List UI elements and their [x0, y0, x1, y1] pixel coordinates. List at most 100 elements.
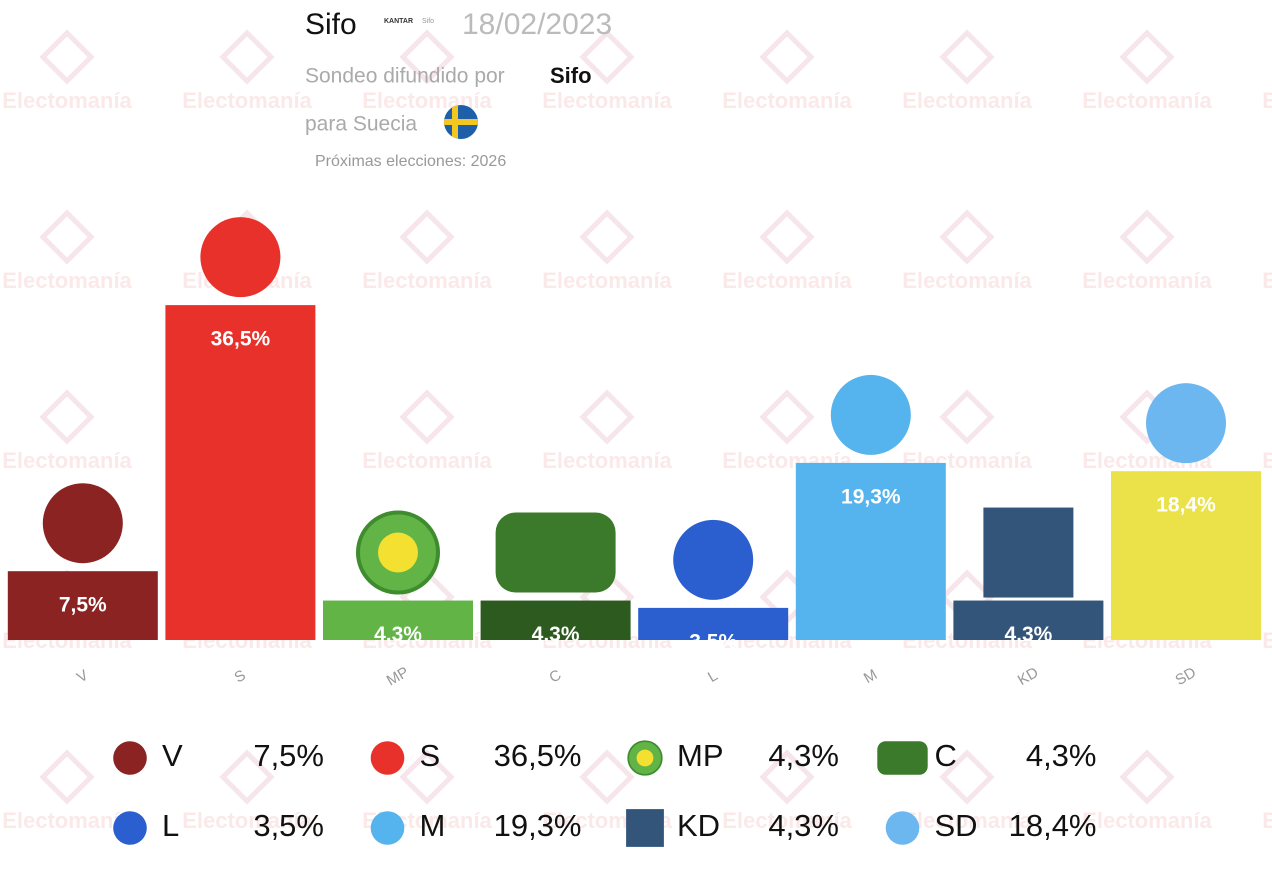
spread-by: Sifo [550, 63, 592, 88]
watermark-icon [939, 749, 995, 805]
watermark: Electomanía [182, 88, 312, 113]
legend-value: 19,3% [494, 808, 582, 843]
party-logo-detail [495, 512, 616, 593]
watermark: Electomanía [1082, 88, 1212, 113]
date: 18/02/2023 [462, 8, 612, 41]
watermark-icon [1119, 749, 1175, 805]
x-tick-label: SD [1172, 664, 1199, 689]
party-logo [113, 741, 147, 775]
watermark-icon [579, 29, 635, 85]
party-logo [200, 217, 281, 298]
legend-label: S [420, 738, 441, 773]
legend-value: 4,3% [768, 808, 839, 843]
legend-label: KD [677, 808, 720, 843]
party-logo [673, 519, 754, 600]
watermark-icon [759, 749, 815, 805]
x-tick-label: MP [384, 664, 412, 690]
x-tick-label: S [232, 667, 249, 687]
bar-value-label: 18,4% [1156, 494, 1216, 517]
watermark: Electomanía [1262, 628, 1272, 653]
bar-value-label: 4,3% [374, 623, 422, 646]
watermark-icon [219, 29, 275, 85]
bar [638, 607, 789, 640]
bar [795, 462, 946, 640]
party-logo [113, 811, 147, 845]
watermark: Electomanía [722, 268, 852, 293]
watermark: Electomanía [1262, 268, 1272, 293]
watermark: Electomanía [542, 88, 672, 113]
watermark-icon [579, 389, 635, 445]
watermark-icon [1119, 29, 1175, 85]
watermark: Electomanía [902, 808, 1032, 833]
party-logo [370, 741, 405, 775]
watermark: Electomanía [2, 88, 132, 113]
watermark: Electomanía [902, 88, 1032, 113]
bar [480, 600, 631, 640]
bar-value-label: 4,3% [532, 623, 580, 646]
watermark: Electomanía [2, 808, 132, 833]
party-logo [830, 374, 911, 455]
bar [165, 305, 316, 640]
bar-value-label: 4,3% [1004, 623, 1052, 646]
watermark: Electomanía [362, 448, 492, 473]
plot: V 7,5% S 36,5% MP 4,3% C 4,3% L 3,5% M 19,3% KD 4,3% S… [7, 217, 1261, 690]
legend-label: MP [677, 738, 724, 773]
party-logo [1146, 383, 1226, 464]
legend-label: SD [935, 808, 978, 843]
x-tick-label: C [546, 666, 564, 686]
bar [953, 600, 1104, 640]
watermark: Electomanía [542, 268, 672, 293]
watermark-icon [399, 29, 455, 85]
party-logo [42, 483, 123, 564]
watermark-icon [939, 389, 995, 445]
watermark-icon [39, 749, 95, 805]
watermark-icon [39, 29, 95, 85]
watermark: Electomanía [1262, 448, 1272, 473]
watermark-icon [759, 209, 815, 265]
legend: V 7,5% S 36,5% MP 4,3% C 4,3% L 3,5% M 19,3% KD 4,3% S… [113, 738, 1097, 847]
watermark-icon [39, 389, 95, 445]
x-tick-label: V [74, 667, 91, 687]
watermark: Electomanía [902, 268, 1032, 293]
watermark: Electomanía [2, 268, 132, 293]
party-logo-detail [626, 809, 664, 847]
watermark-icon [39, 209, 95, 265]
party-logo-detail [877, 741, 928, 775]
watermark: Electomanía [1262, 88, 1272, 113]
party-logo-detail [378, 532, 418, 573]
watermark-icon [759, 29, 815, 85]
spread-by-label: Sondeo difundido por [305, 65, 505, 88]
watermark-icon [399, 209, 455, 265]
watermark: Electomanía [542, 448, 672, 473]
bar [323, 600, 473, 640]
party-logo [885, 811, 920, 845]
watermark-icon [399, 389, 455, 445]
bar-value-label: 7,5% [59, 594, 107, 617]
party-logo-detail [636, 749, 654, 767]
watermark: Electomanía [1082, 268, 1212, 293]
watermark-icon [579, 209, 635, 265]
watermark-icon [939, 209, 995, 265]
legend-value: 18,4% [1009, 808, 1097, 843]
x-tick-label: KD [1015, 664, 1042, 689]
watermark-icon [1119, 209, 1175, 265]
legend-value: 4,3% [1026, 738, 1097, 773]
legend-value: 3,5% [253, 808, 324, 843]
x-tick-label: M [861, 666, 880, 687]
watermark-icon [579, 749, 635, 805]
legend-label: M [420, 808, 446, 843]
watermark: Electomanía [1262, 808, 1272, 833]
watermark: Electomanía [722, 808, 852, 833]
legend-value: 7,5% [253, 738, 324, 773]
logo-name: Sifo [422, 18, 434, 25]
flag [444, 105, 478, 139]
watermark: Electomanía [722, 88, 852, 113]
watermark-icon [939, 29, 995, 85]
legend-label: V [162, 738, 183, 773]
party-logo-detail [983, 507, 1074, 598]
watermark: Electomanía [1082, 808, 1212, 833]
watermark: Electomanía [182, 808, 312, 833]
watermark-icon [219, 749, 275, 805]
logo-brand: KANTAR [384, 18, 413, 25]
